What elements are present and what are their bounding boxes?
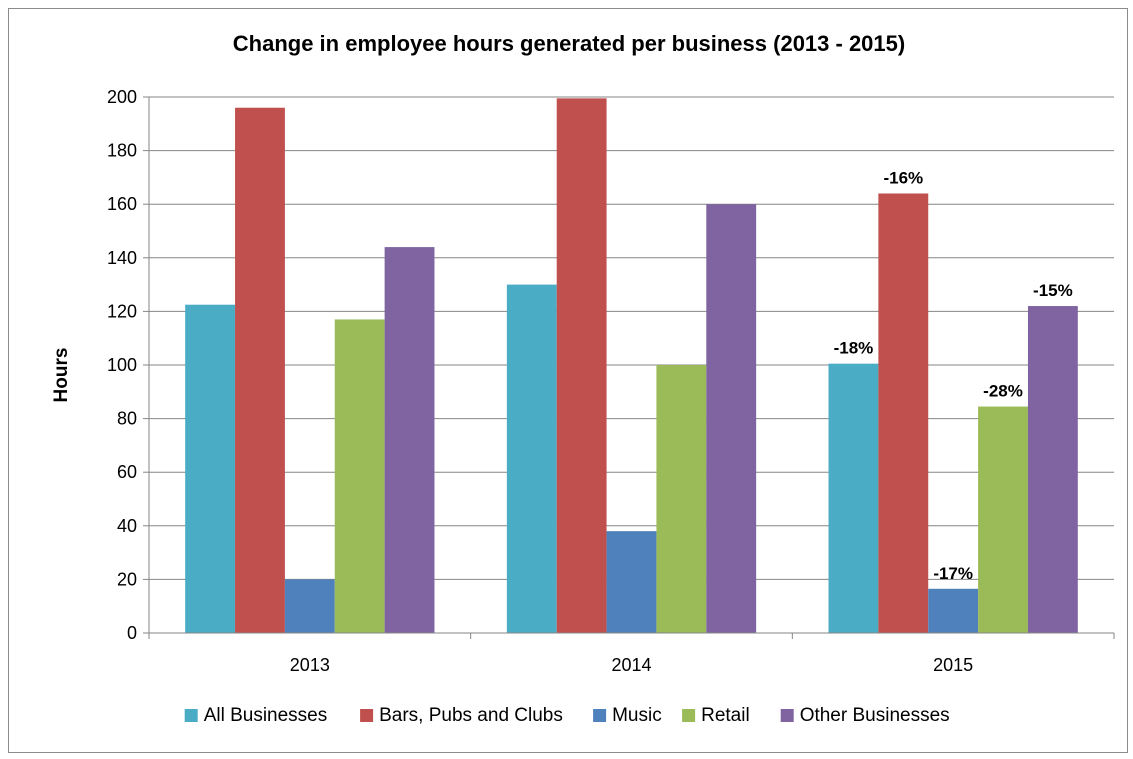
x-tick-label: 2015 [933, 655, 973, 675]
data-label: -18% [834, 339, 874, 358]
x-axis: 2013 2014 2015 [148, 632, 1115, 675]
data-label: -16% [883, 168, 923, 187]
legend-item: Bars, Pubs and Clubs [360, 705, 563, 726]
bar [828, 363, 879, 633]
bar-chart: Change in employee hours generated per b… [51, 31, 1115, 726]
bar [928, 588, 979, 633]
y-tick-label: 140 [107, 248, 137, 268]
y-axis: 0 20 40 60 80 100 120 140 160 180 200 [107, 87, 150, 643]
bar [185, 304, 236, 633]
y-tick-label: 80 [117, 409, 137, 429]
y-tick-label: 160 [107, 194, 137, 214]
y-tick-label: 180 [107, 141, 137, 161]
legend-item: Retail [682, 705, 750, 726]
bar [656, 365, 707, 633]
legend-item: Other Businesses [780, 705, 950, 726]
bar [1027, 306, 1078, 633]
y-tick-label: 120 [107, 301, 137, 321]
bar [384, 247, 435, 633]
data-label: -15% [1033, 281, 1073, 300]
gridlines [149, 96, 1114, 580]
legend-item: All Businesses [184, 705, 328, 726]
legend-swatch [184, 709, 198, 722]
data-labels: -18% -16% -17% -28% -15% [834, 168, 1073, 582]
chart-frame: Change in employee hours generated per b… [8, 8, 1128, 753]
bar [706, 204, 757, 633]
legend: All Businesses Bars, Pubs and Clubs Music R… [184, 705, 950, 726]
bars [185, 98, 1078, 634]
legend-swatch [780, 709, 794, 722]
legend-label: Retail [701, 705, 750, 726]
y-axis-label: Hours [51, 348, 72, 403]
bar [334, 319, 385, 633]
x-tick-label: 2013 [290, 655, 330, 675]
bar [606, 531, 657, 633]
x-tick-label: 2014 [611, 655, 651, 675]
chart-title: Change in employee hours generated per b… [233, 31, 905, 56]
y-tick-label: 40 [117, 516, 137, 536]
y-tick-label: 20 [117, 569, 137, 589]
legend-label: All Businesses [204, 705, 328, 726]
y-tick-label: 200 [107, 87, 137, 107]
y-tick-label: 0 [127, 623, 137, 643]
bar [878, 193, 929, 634]
bar [235, 107, 285, 634]
data-label: -17% [933, 564, 973, 583]
legend-label: Music [612, 705, 662, 726]
legend-label: Bars, Pubs and Clubs [379, 705, 563, 726]
legend-swatch [682, 709, 696, 722]
bar [978, 406, 1028, 633]
data-label: -28% [983, 382, 1023, 401]
legend-swatch [360, 709, 374, 722]
y-tick-label: 100 [107, 355, 137, 375]
legend-item: Music [593, 705, 662, 726]
bar [284, 579, 335, 633]
bar [506, 284, 557, 633]
legend-label: Other Businesses [800, 705, 950, 726]
bar [556, 98, 607, 634]
y-tick-label: 60 [117, 462, 137, 482]
legend-swatch [593, 709, 607, 722]
